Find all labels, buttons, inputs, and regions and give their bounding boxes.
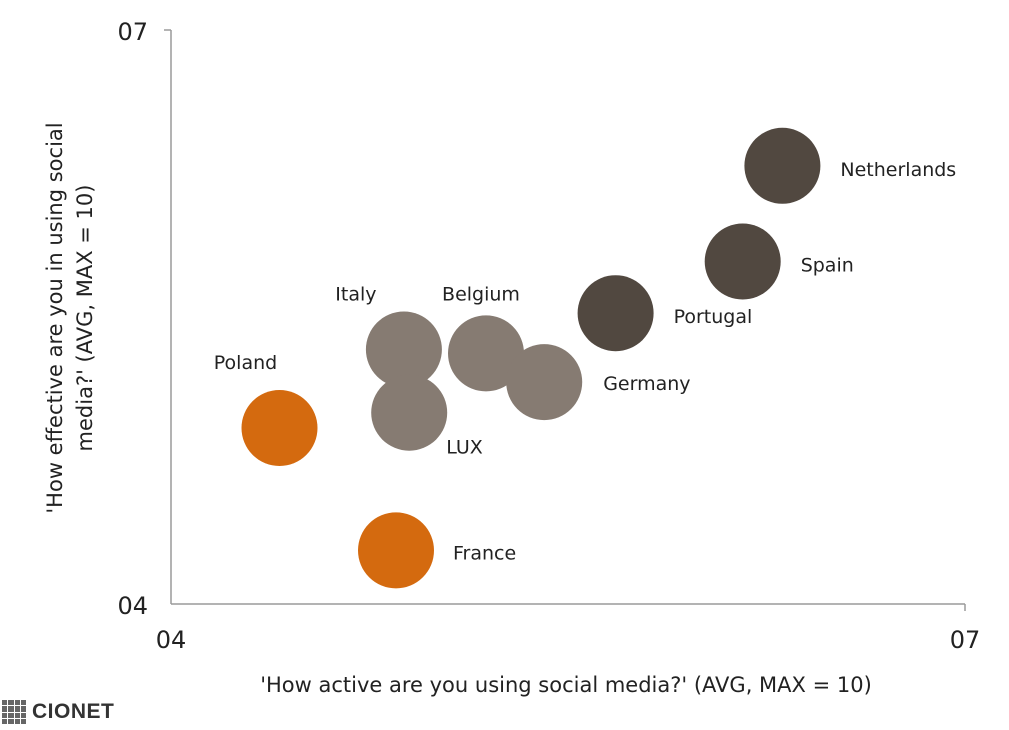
y-axis-label-line1: 'How effective are you in using social [43,122,67,513]
point-label-portugal: Portugal [674,306,753,328]
point-portugal [577,275,654,352]
x-tick-left: 04 [156,626,187,654]
point-italy [365,311,442,388]
point-label-netherlands: Netherlands [840,159,956,181]
y-tick-bottom: 04 [117,592,148,620]
point-spain [704,223,781,300]
axes [164,29,966,611]
point-france [358,512,434,589]
point-netherlands [744,127,821,204]
point-label-belgium: Belgium [442,283,520,305]
y-axis-label-line2: media?' (AVG, MAX = 10) [73,185,97,452]
point-lux [371,374,448,451]
y-tick-top: 07 [117,18,148,46]
point-poland [241,390,318,466]
point-germany [506,344,583,421]
point-label-germany: Germany [603,373,690,395]
data-points: Netherlands Spain Portugal Belgium Germany It… [214,127,956,589]
point-belgium [448,315,524,392]
logo-text: CIONET [32,700,115,723]
scatter-chart: 07 04 04 07 'How active are you using so… [43,18,981,697]
point-label-poland: Poland [214,352,277,374]
x-axis-label: 'How active are you using social media?'… [260,673,872,697]
logo-grid-icon [2,700,26,724]
x-tick-right: 07 [950,626,981,654]
point-label-lux: LUX [446,437,483,459]
point-label-spain: Spain [801,255,854,277]
cionet-logo: CIONET [2,700,114,724]
point-label-france: France [453,542,516,564]
point-label-italy: Italy [335,284,376,306]
